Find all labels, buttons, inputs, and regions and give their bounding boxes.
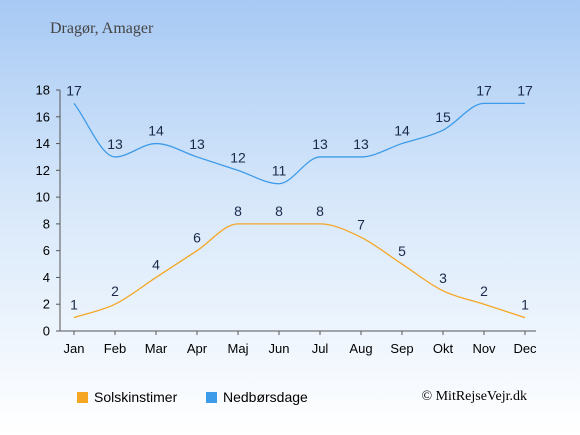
data-label-rain: 14 bbox=[394, 123, 410, 139]
legend-item-rain: Nedbørsdage bbox=[206, 389, 308, 405]
y-tick-label: 4 bbox=[43, 270, 50, 285]
data-label-rain: 12 bbox=[230, 149, 246, 165]
legend-label-sun: Solskinstimer bbox=[94, 389, 178, 405]
data-label-sun: 1 bbox=[521, 297, 529, 313]
data-label-rain: 13 bbox=[189, 136, 205, 152]
data-label-sun: 3 bbox=[439, 270, 447, 286]
chart-title: Dragør, Amager bbox=[50, 20, 154, 37]
data-label-sun: 7 bbox=[357, 216, 365, 232]
legend-swatch-rain bbox=[206, 391, 217, 403]
data-label-rain: 13 bbox=[312, 136, 328, 152]
data-label-rain: 17 bbox=[476, 82, 492, 98]
data-label-rain: 11 bbox=[272, 163, 287, 179]
x-tick-label: Jan bbox=[64, 341, 85, 356]
x-tick-label: Mar bbox=[145, 341, 168, 356]
data-label-sun: 2 bbox=[111, 283, 119, 299]
copyright-text: © MitRejseVejr.dk bbox=[421, 389, 527, 404]
data-label-sun: 1 bbox=[70, 297, 78, 313]
y-tick-label: 0 bbox=[43, 324, 50, 339]
y-tick-label: 12 bbox=[36, 163, 50, 178]
data-label-sun: 8 bbox=[275, 203, 283, 219]
legend-label-rain: Nedbørsdage bbox=[223, 389, 308, 405]
data-label-sun: 8 bbox=[316, 203, 324, 219]
legend-item-sun: Solskinstimer bbox=[77, 389, 177, 405]
x-tick-label: Okt bbox=[433, 341, 454, 356]
series-line-sun bbox=[73, 223, 526, 319]
y-tick-label: 6 bbox=[43, 243, 50, 258]
y-tick-label: 10 bbox=[36, 190, 50, 205]
x-tick-label: Nov bbox=[472, 341, 496, 356]
legend-swatch-sun bbox=[77, 391, 88, 403]
x-tick-label: Dec bbox=[513, 341, 537, 356]
data-label-sun: 4 bbox=[152, 256, 160, 272]
x-tick-label: Maj bbox=[228, 341, 249, 356]
data-label-sun: 5 bbox=[398, 243, 406, 259]
data-label-rain: 13 bbox=[353, 136, 369, 152]
x-tick-label: Jun bbox=[269, 341, 290, 356]
y-tick-label: 2 bbox=[43, 297, 50, 312]
data-label-sun: 6 bbox=[193, 230, 201, 246]
y-tick-label: 14 bbox=[36, 136, 50, 151]
data-label-sun: 2 bbox=[480, 283, 488, 299]
x-tick-label: Jul bbox=[312, 341, 329, 356]
data-label-rain: 13 bbox=[107, 136, 123, 152]
x-tick-label: Apr bbox=[187, 341, 208, 356]
data-label-rain: 17 bbox=[517, 82, 533, 98]
series-line-rain bbox=[73, 102, 525, 185]
y-tick-label: 18 bbox=[36, 83, 50, 98]
x-tick-label: Aug bbox=[349, 341, 372, 356]
y-tick-label: 8 bbox=[43, 216, 50, 231]
y-tick-label: 16 bbox=[36, 109, 50, 124]
data-label-sun: 8 bbox=[234, 203, 242, 219]
x-tick-label: Sep bbox=[390, 341, 413, 356]
data-label-rain: 17 bbox=[66, 82, 82, 98]
x-tick-label: Feb bbox=[104, 341, 126, 356]
data-label-rain: 15 bbox=[435, 109, 451, 125]
data-label-rain: 14 bbox=[148, 123, 164, 139]
